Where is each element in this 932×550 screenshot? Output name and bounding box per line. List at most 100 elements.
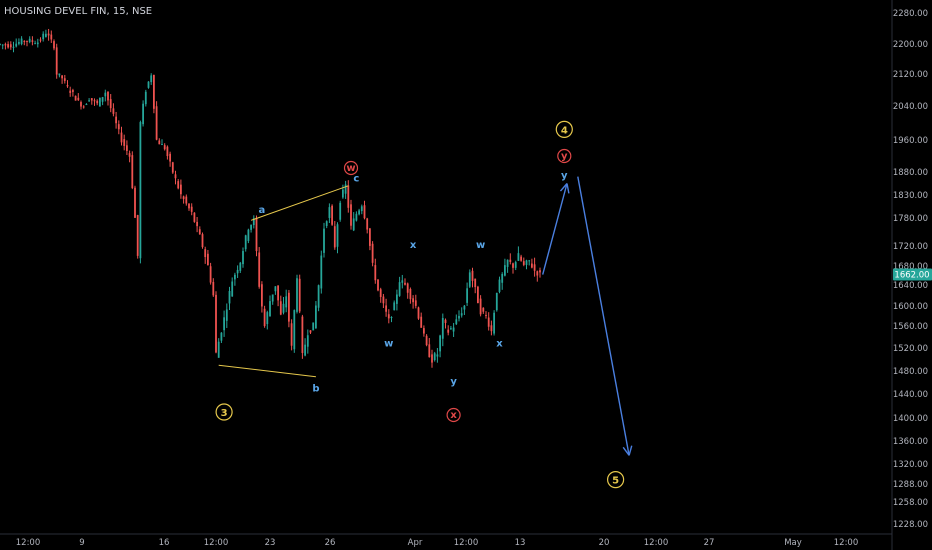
candle-body xyxy=(212,281,215,296)
candle-body xyxy=(190,206,193,212)
candle-body xyxy=(198,229,201,235)
wave-label: w xyxy=(476,240,485,251)
candle-body xyxy=(458,315,460,319)
candle-body xyxy=(379,289,382,297)
candle-body xyxy=(531,263,533,268)
candle-body xyxy=(325,221,328,226)
candle-body xyxy=(471,270,474,281)
candle-body xyxy=(9,44,12,48)
candle-body xyxy=(85,104,88,106)
candle-body xyxy=(409,289,412,300)
price-tick-label: 1228.00 xyxy=(893,520,928,530)
price-tick-label: 1560.00 xyxy=(893,322,928,332)
wave-label: w xyxy=(346,163,355,174)
candle-body xyxy=(161,144,163,146)
candle-body xyxy=(396,294,398,304)
candle-body xyxy=(269,301,271,317)
forecast-arrow-head xyxy=(628,445,633,456)
candle-body xyxy=(309,330,312,333)
candle-body xyxy=(142,103,144,125)
price-tick-label: 1520.00 xyxy=(893,344,928,354)
candle-body xyxy=(468,272,471,287)
candle-body xyxy=(512,263,514,268)
candle-body xyxy=(201,234,204,248)
wave-label-circle xyxy=(343,160,359,176)
candle-body xyxy=(366,218,369,230)
candle-body xyxy=(285,296,288,308)
candle-body xyxy=(255,217,258,252)
candle-body xyxy=(393,302,396,311)
candle-body xyxy=(436,354,439,357)
candle-body xyxy=(485,314,487,316)
last-price-badge: 1662.00 xyxy=(893,268,932,281)
time-tick-label: 20 xyxy=(599,538,610,548)
candle-body xyxy=(209,266,212,283)
candle-body xyxy=(107,91,109,101)
candle-body xyxy=(112,108,115,114)
wave-label: y xyxy=(561,151,568,162)
candle-body xyxy=(425,335,428,346)
last-price-label: 1662.00 xyxy=(894,271,929,281)
candle-body xyxy=(401,280,404,283)
time-tick-label: 9 xyxy=(79,538,84,548)
price-tick-label: 1880.00 xyxy=(893,168,928,178)
wave-label-circle xyxy=(606,471,625,489)
candle-body xyxy=(501,274,504,283)
candle-body xyxy=(34,43,36,45)
candle-body xyxy=(115,116,117,124)
price-axis[interactable]: 2280.00 2200.00 2120.00 2040.00 1960.00 1880.… xyxy=(893,9,928,530)
wave-label-circle xyxy=(446,407,461,423)
candle-body xyxy=(498,279,501,292)
price-tick-label: 1480.00 xyxy=(893,367,928,377)
candle-body xyxy=(304,344,306,356)
trendlines xyxy=(218,185,349,378)
candle-body xyxy=(539,270,541,273)
wave-label: 4 xyxy=(561,125,568,136)
candle-body xyxy=(72,90,74,92)
time-tick-label: 12:00 xyxy=(16,538,41,548)
candle-body xyxy=(120,132,123,143)
candle-body xyxy=(20,38,23,45)
time-tick-label: 12:00 xyxy=(834,538,859,548)
trendline[interactable] xyxy=(250,185,349,221)
candle-body xyxy=(296,278,298,312)
candle-body xyxy=(204,249,207,258)
time-axis[interactable]: 12:00 9 16 12:00 23 26 Apr 12:00 13 20 12:00 27 May 1… xyxy=(16,538,859,548)
candle-body xyxy=(331,205,333,225)
candle-body xyxy=(58,73,61,76)
wave-label-circle xyxy=(557,148,572,164)
candle-body xyxy=(522,261,525,265)
time-tick-label: 13 xyxy=(515,538,526,548)
candle-body xyxy=(279,301,282,315)
candle-body xyxy=(177,181,180,189)
candle-body xyxy=(23,40,26,42)
candle-body xyxy=(528,260,531,262)
candle-body xyxy=(7,44,9,48)
candle-body xyxy=(63,78,66,81)
candle-body xyxy=(239,262,242,271)
candle-body xyxy=(31,40,34,42)
candle-body xyxy=(131,155,134,189)
candle-body xyxy=(317,285,320,308)
candle-body xyxy=(339,202,342,220)
price-tick-label: 1960.00 xyxy=(893,136,928,146)
candle-body xyxy=(182,196,185,200)
wave-label: x xyxy=(496,339,503,350)
candle-body xyxy=(18,42,20,44)
candle-body xyxy=(328,207,331,218)
wave-label: 5 xyxy=(612,476,619,487)
forecast-arrow[interactable] xyxy=(577,176,630,456)
candle-body xyxy=(69,90,72,93)
forecast-arrows xyxy=(542,176,633,456)
candle-body xyxy=(387,314,390,319)
candle-body xyxy=(123,139,126,146)
price-tick-label: 2280.00 xyxy=(893,9,928,19)
candle-body xyxy=(271,294,274,302)
time-tick-label: Apr xyxy=(408,538,423,548)
candle-body xyxy=(180,184,182,195)
forecast-arrow[interactable] xyxy=(542,183,568,275)
candle-body xyxy=(155,106,158,140)
trendline[interactable] xyxy=(218,364,316,378)
candle-body xyxy=(377,279,379,291)
